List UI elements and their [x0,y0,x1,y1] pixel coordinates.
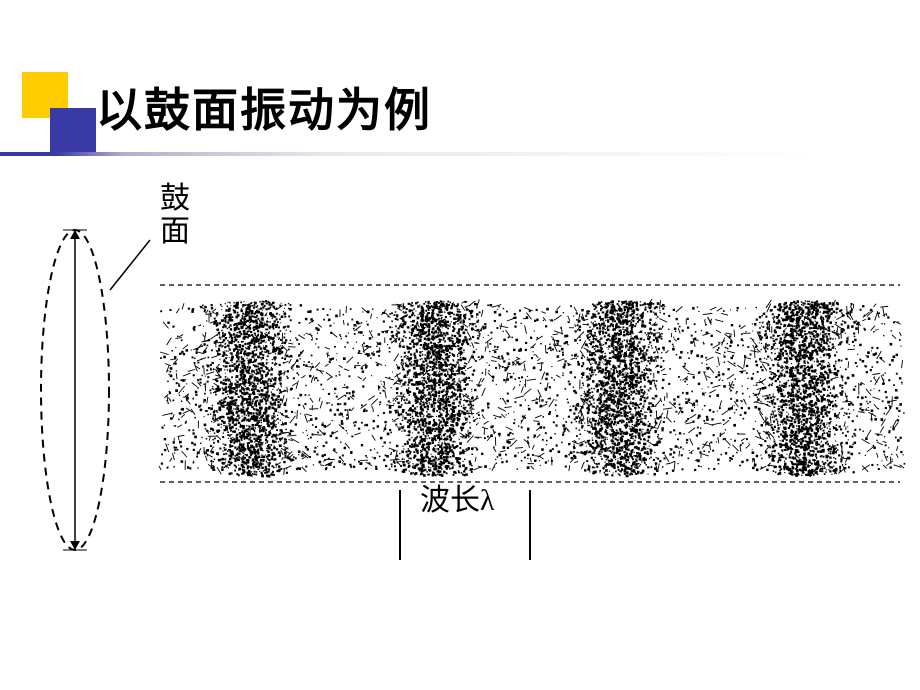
slide: 以鼓面振动为例 鼓 面 波长λ [0,0,920,690]
diagram-svg: 波长λ [0,0,920,690]
wave-dots [159,299,905,478]
